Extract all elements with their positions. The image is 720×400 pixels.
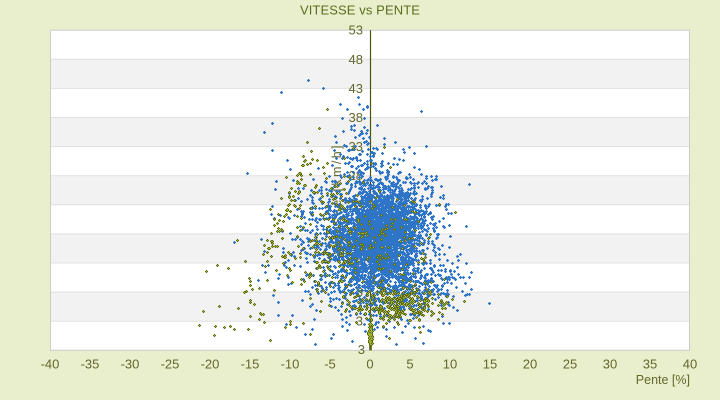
svg-text:40: 40 [683, 356, 697, 371]
svg-text:-30: -30 [121, 356, 140, 371]
svg-text:20: 20 [523, 356, 537, 371]
svg-text:53: 53 [349, 23, 363, 38]
svg-text:-15: -15 [241, 356, 260, 371]
svg-text:30: 30 [603, 356, 617, 371]
svg-text:3: 3 [356, 314, 363, 329]
svg-text:0: 0 [366, 356, 373, 371]
svg-text:-35: -35 [81, 356, 100, 371]
svg-text:43: 43 [349, 81, 363, 96]
svg-text:48: 48 [349, 52, 363, 67]
svg-text:15: 15 [483, 356, 497, 371]
svg-text:-40: -40 [41, 356, 60, 371]
svg-text:-20: -20 [201, 356, 220, 371]
svg-text:25: 25 [563, 356, 577, 371]
svg-text:VITESSE vs PENTE: VITESSE vs PENTE [300, 3, 420, 18]
svg-text:-5: -5 [324, 356, 336, 371]
svg-text:38: 38 [349, 110, 363, 125]
svg-text:5: 5 [406, 356, 413, 371]
svg-text:-10: -10 [281, 356, 300, 371]
svg-text:Pente [%]: Pente [%] [636, 373, 690, 387]
svg-text:-25: -25 [161, 356, 180, 371]
svg-text:35: 35 [643, 356, 657, 371]
svg-text:3: 3 [358, 342, 365, 357]
svg-text:10: 10 [443, 356, 457, 371]
